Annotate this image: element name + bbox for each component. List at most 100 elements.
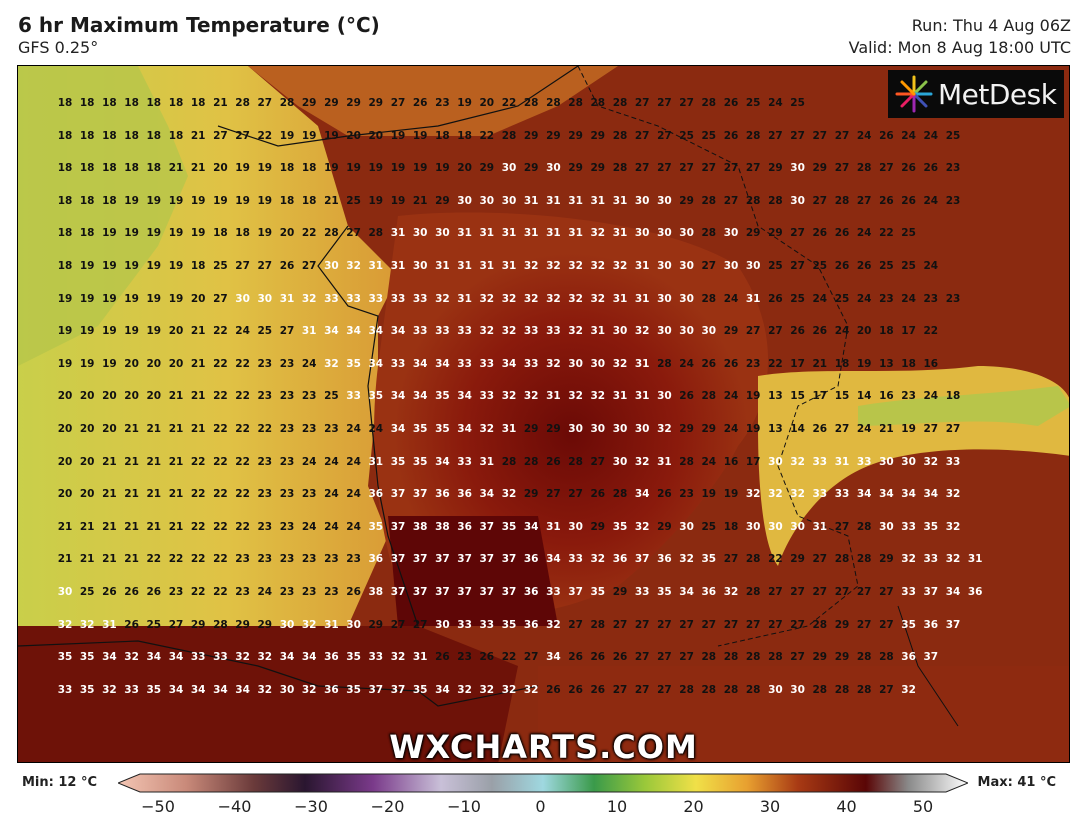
temperature-value: 35 [346,683,361,696]
temperature-value: 28 [745,586,761,598]
temperature-value: 21 [146,423,162,435]
temperature-value: 34 [634,488,650,501]
temperature-value: 19 [190,227,206,240]
temperature-value: 27 [879,162,894,175]
temperature-value: 23 [301,423,317,435]
temperature-value: 20 [124,390,139,403]
temperature-value: 34 [479,488,495,501]
colorbar-tick-label: 50 [912,797,934,816]
temperature-value: 21 [124,488,139,501]
temperature-value: 19 [57,325,73,338]
temperature-value: 19 [102,357,117,370]
temperature-value: 32 [301,292,317,305]
temperature-value: 33 [634,586,650,598]
temperature-value: 23 [235,586,250,598]
temperature-value: 34 [412,390,428,403]
temperature-value: 28 [701,651,717,664]
temperature-value: 24 [901,129,916,142]
temperature-value: 22 [235,357,250,370]
temperature-value: 34 [102,651,117,664]
temperature-value: 31 [368,455,384,468]
temperature-value: 37 [501,586,517,598]
temperature-value: 25 [768,260,783,272]
temperature-value: 31 [301,325,317,338]
temperature-value: 34 [368,357,384,370]
temperature-value: 31 [590,325,606,338]
temperature-value: 22 [190,455,206,468]
temperature-value: 37 [390,683,406,696]
temperature-value: 19 [257,194,273,207]
temperature-value: 26 [146,586,162,598]
temperature-value: 26 [901,162,916,175]
temperature-value: 31 [501,227,517,240]
temperature-value: 21 [168,162,184,175]
temperature-map[interactable]: 18 18 18 18 18 18 18 21 28 27 28 29 29 29 29 27 26 23 19 20… [17,65,1070,763]
temperature-value: 37 [368,683,384,696]
temperature-value: 32 [546,260,561,272]
colorbar: Min: 12 °C Max: 41 °C [0,770,1088,833]
temperature-value: 19 [146,325,162,338]
temperature-value: 33 [57,683,73,696]
temperature-value: 37 [412,488,428,501]
temperature-value: 31 [479,455,495,468]
temperature-value: 27 [768,618,783,631]
temperature-value: 32 [745,488,761,501]
temperature-value: 13 [768,423,783,435]
temperature-value: 35 [146,683,162,696]
temperature-value: 26 [812,423,828,435]
temperature-value: 20 [57,390,73,403]
temperature-value: 30 [457,194,472,207]
temperature-value: 19 [390,162,406,175]
temperature-value: 32 [501,390,517,403]
colorbar-tick-label: 40 [836,797,857,816]
temperature-value: 26 [346,586,361,598]
colorbar-tick-label: −50 [141,797,175,816]
temperature-value: 20 [146,357,162,370]
temperature-value: 22 [235,390,250,403]
temperature-value: 27 [657,683,672,696]
temperature-value: 24 [856,292,872,305]
temperature-value: 33 [901,586,916,598]
temperature-value: 34 [412,357,428,370]
temperature-value: 27 [834,129,850,142]
temperature-value: 33 [435,325,450,338]
temperature-value: 24 [324,455,339,468]
temperature-value: 30 [657,325,672,338]
temperature-value: 28 [523,455,539,468]
temperature-value: 30 [324,260,339,272]
temperature-value: 29 [479,162,495,175]
temperature-value: 35 [435,423,450,435]
temperature-value: 31 [501,260,517,272]
header-right: Run: Thu 4 Aug 06Z Valid: Mon 8 Aug 18:0… [849,15,1071,59]
header-left: 6 hr Maximum Temperature (°C) GFS 0.25° [18,12,380,58]
temperature-value: 34 [213,683,228,696]
temperature-value: 32 [501,292,517,305]
temperature-value: 24 [679,357,694,370]
temperature-value: 29 [768,227,783,240]
temperature-value: 19 [124,227,139,240]
temperature-value: 28 [768,194,783,207]
temperature-value: 24 [346,455,361,468]
temperature-value: 32 [679,553,694,566]
temperature-value: 20 [102,423,117,435]
temperature-value: 26 [879,194,894,207]
temperature-value: 26 [124,618,139,631]
temperature-value: 28 [612,97,628,109]
temperature-value: 29 [745,227,761,240]
temperature-value: 17 [812,390,828,403]
temperature-value: 24 [723,292,739,305]
temperature-value: 31 [390,260,406,272]
temperature-value: 30 [634,423,650,435]
temperature-value: 37 [390,488,406,501]
temperature-value: 31 [457,292,472,305]
temperature-value: 27 [634,129,650,142]
temperature-value: 13 [768,390,783,403]
temperature-value: 18 [279,162,295,175]
temperature-value: 37 [412,586,428,598]
temperature-value: 28 [213,618,228,631]
temperature-value: 28 [701,683,717,696]
temperature-value: 23 [257,455,273,468]
temperature-value: 27 [834,586,850,598]
temperature-value: 32 [590,227,606,240]
temperature-value: 23 [279,423,295,435]
